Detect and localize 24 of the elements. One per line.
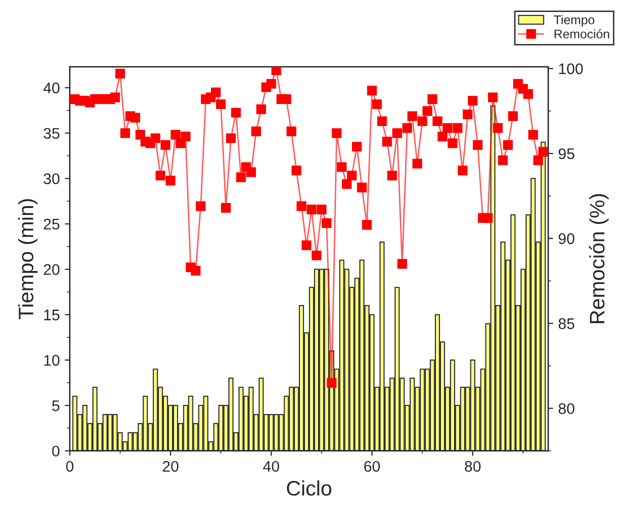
x-tick-label: 40 bbox=[263, 460, 280, 472]
y-tick-label: 0 bbox=[52, 446, 60, 457]
x-tick-label: 0 bbox=[66, 460, 74, 472]
x-tick-label: 60 bbox=[364, 460, 380, 472]
y-tick-label: 5 bbox=[52, 400, 60, 412]
y2-tick-label: 95 bbox=[558, 148, 574, 160]
y2-tick-label: 90 bbox=[558, 233, 574, 244]
y-tick-label: 35 bbox=[44, 128, 60, 139]
legend-label: Tiempo bbox=[554, 15, 594, 27]
legend-label: Remoción bbox=[554, 29, 610, 38]
y-tick-label: 15 bbox=[44, 310, 60, 320]
y-tick-label: 20 bbox=[44, 264, 60, 275]
y2-tick-label: 80 bbox=[558, 403, 574, 414]
y-axis-title: Tiempo (min) bbox=[18, 199, 38, 320]
y-tick-label: 10 bbox=[44, 354, 60, 366]
y2-tick-label: 85 bbox=[558, 318, 574, 330]
y-tick-label: 30 bbox=[44, 173, 60, 184]
y-tick-label: 40 bbox=[43, 82, 60, 94]
x-tick-label: 80 bbox=[464, 460, 481, 472]
y2-axis-title: Remoción (%) bbox=[588, 194, 609, 324]
x-axis-title: Ciclo bbox=[286, 480, 332, 496]
y-tick-label: 25 bbox=[44, 218, 60, 230]
x-tick-label: 20 bbox=[162, 460, 178, 472]
y2-tick-label: 100 bbox=[559, 63, 583, 74]
